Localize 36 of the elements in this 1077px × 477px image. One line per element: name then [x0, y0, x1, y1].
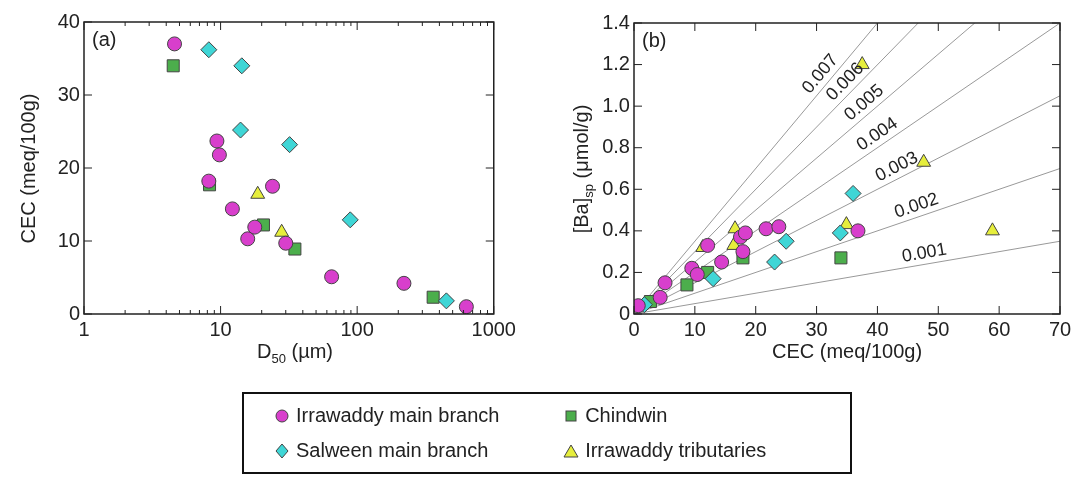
chart-title: (b)	[642, 28, 667, 51]
x-tick-label: 100	[340, 317, 374, 340]
chart-title: (a)	[92, 27, 117, 50]
x-tick-label: 10	[209, 317, 232, 340]
x-tick-label: 1000	[471, 317, 516, 340]
x-axis-title: CEC (meq/100g)	[772, 340, 923, 363]
legend-label: Irrawaddy tributaries	[585, 439, 767, 462]
y-tick-label: 0	[618, 301, 630, 324]
x-tick-label: 1	[78, 317, 90, 340]
y-tick-label: 10	[57, 228, 80, 251]
x-tick-label: 60	[988, 317, 1011, 340]
x-tick-label: 40	[866, 317, 889, 340]
y-axis-title: CEC (meq/100g)	[16, 92, 40, 244]
y-tick-label: 1.4	[602, 10, 630, 33]
legend-label: Salween main branch	[296, 439, 489, 462]
y-tick-label: 0.8	[602, 135, 630, 158]
x-axis-title: D$_{50}$ (µm)	[257, 340, 333, 366]
x-tick-label: 70	[1048, 317, 1072, 340]
annotation: 0.002	[891, 188, 941, 222]
y-tick-label: 0.2	[602, 259, 630, 282]
x-tick-label: 10	[683, 317, 706, 340]
legend-label: Chindwin	[585, 404, 668, 427]
annotation: 0.003	[871, 146, 921, 186]
y-tick-label: 1.2	[602, 52, 630, 75]
y-tick-label: 30	[57, 82, 80, 105]
y-tick-label: 0.6	[602, 176, 630, 199]
x-tick-label: 50	[927, 317, 950, 340]
x-tick-label: 20	[744, 317, 767, 340]
legend-label: Irrawaddy main branch	[296, 404, 500, 427]
y-tick-label: 0.4	[602, 218, 630, 241]
x-tick-label: 30	[805, 317, 828, 340]
y-tick-label: 0	[68, 301, 80, 324]
y-tick-label: 1.0	[602, 93, 630, 116]
y-tick-label: 20	[57, 155, 80, 178]
annotation: 0.001	[900, 238, 948, 266]
y-tick-label: 40	[57, 9, 80, 32]
